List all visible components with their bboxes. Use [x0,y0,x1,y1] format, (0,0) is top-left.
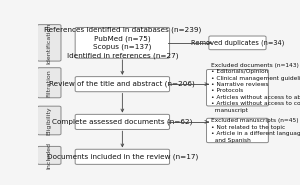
FancyBboxPatch shape [38,25,61,61]
FancyBboxPatch shape [38,106,61,135]
Text: Identification: Identification [47,22,52,63]
Text: Included: Included [47,142,52,169]
FancyBboxPatch shape [38,146,61,164]
Text: Review of the title and abstract (n=206): Review of the title and abstract (n=206) [50,81,195,88]
Text: Excluded documents (n=143)
• Editorials/Opinion
• Clinical management guidelines: Excluded documents (n=143) • Editorials/… [211,63,300,113]
FancyBboxPatch shape [75,114,170,130]
FancyBboxPatch shape [206,118,268,143]
FancyBboxPatch shape [75,149,170,164]
Text: Excluded manuscripts (n=45)
• Not related to the topic
• Article in a different : Excluded manuscripts (n=45) • Not relate… [211,118,300,143]
Text: Filtration: Filtration [47,69,52,97]
FancyBboxPatch shape [206,70,268,106]
Text: Documents included in the review (n=17): Documents included in the review (n=17) [47,154,198,160]
FancyBboxPatch shape [75,77,170,92]
Text: Removed duplicates (n=34): Removed duplicates (n=34) [191,40,284,46]
Text: References identified in databases (n=239)
PubMed (n=75)
Scopus (n=137)
Identifi: References identified in databases (n=23… [44,27,201,59]
Text: Eligibility: Eligibility [47,106,52,135]
FancyBboxPatch shape [38,68,61,98]
FancyBboxPatch shape [209,36,266,50]
FancyBboxPatch shape [75,27,170,58]
Text: Complete assessed documents (n=62): Complete assessed documents (n=62) [52,119,193,125]
